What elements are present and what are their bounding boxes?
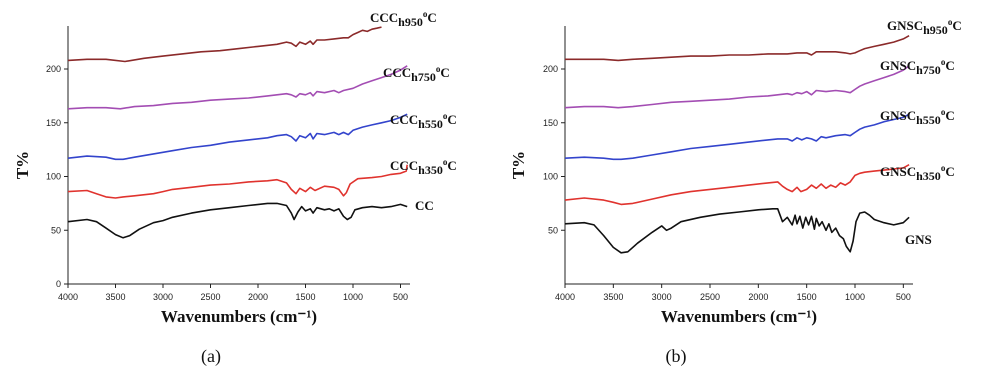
x-axis-label: Wavenumbers (cm⁻¹)	[161, 307, 317, 326]
series-label: GNSCh550oC	[880, 107, 955, 127]
series-label: GNSCh750oC	[880, 57, 955, 77]
series-line	[67, 65, 408, 110]
x-tick-label: 2000	[748, 292, 768, 302]
x-tick-label: 2000	[248, 292, 268, 302]
series-label: CCCh350oC	[390, 157, 457, 177]
series-label: CCCh950oC	[370, 9, 437, 29]
x-tick-label: 500	[393, 292, 408, 302]
y-tick-label: 200	[543, 64, 558, 74]
series-label: CCCh550oC	[390, 111, 457, 131]
x-tick-label: 1500	[797, 292, 817, 302]
y-axis-label: T%	[509, 151, 528, 179]
series-line	[564, 113, 910, 161]
series-line	[564, 208, 910, 254]
x-axis-label: Wavenumbers (cm⁻¹)	[661, 307, 817, 326]
y-tick-label: 50	[548, 225, 558, 235]
series-line	[67, 164, 408, 199]
x-tick-label: 3500	[105, 292, 125, 302]
y-tick-label: 0	[56, 279, 61, 289]
y-tick-label: 150	[543, 118, 558, 128]
y-axis-label: T%	[13, 151, 32, 179]
y-tick-label: 200	[46, 64, 61, 74]
y-tick-label: 50	[51, 225, 61, 235]
panel-caption: (a)	[201, 346, 221, 367]
y-tick-label: 150	[46, 118, 61, 128]
panel-caption: (b)	[666, 346, 687, 367]
series-label: CCCh750oC	[383, 64, 450, 84]
panel-a-chart: 4000 3500 3000 2500 2000 1500 1000 500 0 50 100 150…	[13, 9, 457, 367]
x-tick-label: 3500	[603, 292, 623, 302]
series-label: GNSCh350oC	[880, 163, 955, 183]
series-label: GNS	[905, 232, 932, 247]
x-tick-label: 500	[896, 292, 911, 302]
series-label: CC	[415, 198, 434, 213]
x-tick-label: 3000	[153, 292, 173, 302]
x-tick-label: 2500	[700, 292, 720, 302]
x-tick-label: 1000	[845, 292, 865, 302]
x-tick-label: 4000	[58, 292, 78, 302]
series-line	[67, 113, 408, 161]
x-tick-label: 2500	[200, 292, 220, 302]
series-label: GNSCh950oC	[887, 17, 962, 37]
y-tick-label: 100	[543, 172, 558, 182]
y-tick-label: 100	[46, 172, 61, 182]
series-line	[67, 202, 408, 239]
series-line	[564, 163, 910, 206]
series-line	[565, 34, 910, 62]
panel-b-chart: 4000 3500 3000 2500 2000 1500 1000 500 50 100 150 2…	[509, 17, 962, 367]
series-line	[564, 65, 910, 109]
x-tick-label: 1000	[343, 292, 363, 302]
x-tick-label: 3000	[652, 292, 672, 302]
x-tick-label: 4000	[555, 292, 575, 302]
series-line	[67, 26, 382, 63]
x-tick-label: 1500	[295, 292, 315, 302]
